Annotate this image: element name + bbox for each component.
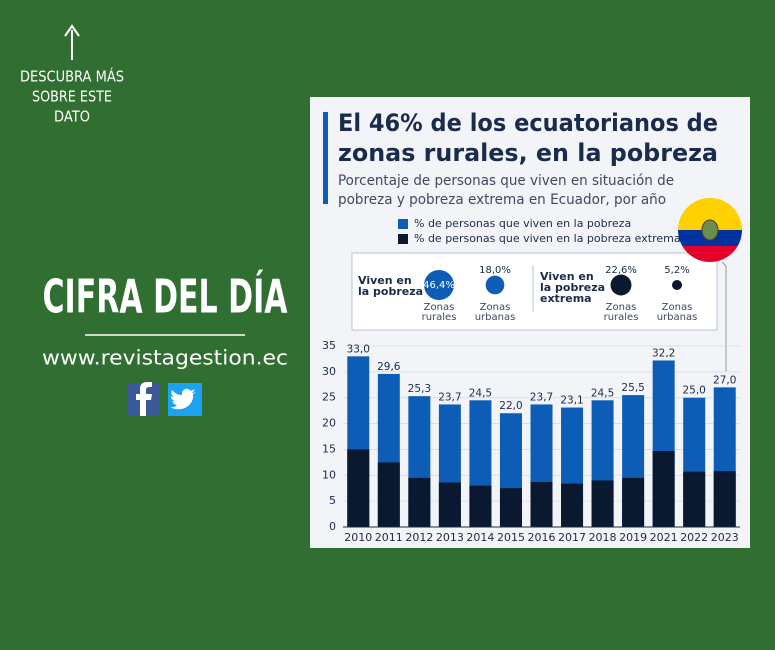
x-tick-label: 2017 xyxy=(558,531,586,544)
value-label: 24,5 xyxy=(591,387,614,399)
y-tick-label: 25 xyxy=(322,391,336,404)
y-tick-label: 5 xyxy=(329,494,336,507)
value-label: 23,7 xyxy=(530,391,553,403)
y-tick-label: 0 xyxy=(329,520,336,533)
value-label: 23,1 xyxy=(560,395,583,407)
cta-line: SOBRE ESTE xyxy=(32,88,112,106)
bar xyxy=(561,483,584,527)
bubble xyxy=(485,275,505,295)
y-tick-label: 20 xyxy=(322,417,336,430)
bar xyxy=(469,485,492,527)
x-tick-label: 2021 xyxy=(650,531,678,544)
legend-swatch xyxy=(398,219,408,229)
x-tick-label: 2014 xyxy=(466,531,494,544)
bubble-zone: Zonas xyxy=(480,302,511,313)
cta-line: DESCUBRA MÁS xyxy=(20,67,124,86)
legend-label: % de personas que viven en la pobreza ex… xyxy=(414,232,681,245)
x-tick-label: 2016 xyxy=(528,531,556,544)
bubble-value: 22,6% xyxy=(605,265,637,276)
bubble-group-label: la pobreza xyxy=(540,281,605,294)
legend-label: % de personas que viven en la pobreza xyxy=(414,217,631,230)
value-label: 23,7 xyxy=(438,391,461,403)
chart-title: El 46% de los ecuatorianos de xyxy=(338,109,718,137)
flag-emblem xyxy=(701,219,719,241)
x-tick-label: 2023 xyxy=(711,531,739,544)
y-tick-label: 15 xyxy=(322,442,336,455)
twitter-icon[interactable] xyxy=(168,383,202,416)
bubble-value: 18,0% xyxy=(479,265,511,276)
value-label: 22,0 xyxy=(499,400,522,412)
bar xyxy=(438,482,461,527)
value-label: 25,0 xyxy=(682,385,705,397)
bar xyxy=(530,482,553,527)
bubble-zone: rurales xyxy=(422,312,457,323)
value-label: 29,6 xyxy=(377,361,401,373)
bubble-group-label: Viven en xyxy=(358,274,412,287)
cta-line: DATO xyxy=(54,108,90,126)
bar xyxy=(499,488,522,527)
value-label: 25,5 xyxy=(621,382,644,394)
flag-connector xyxy=(721,261,727,372)
value-label: 32,2 xyxy=(652,347,675,359)
bubble xyxy=(424,270,454,300)
chart-subtitle: pobreza y pobreza extrema en Ecuador, po… xyxy=(338,192,666,208)
bubble-group-label: Viven en xyxy=(540,270,594,283)
bubble-zone: rurales xyxy=(604,312,639,323)
bubble-zone: Zonas xyxy=(662,302,693,313)
flag xyxy=(678,198,742,262)
bubble-zone: Zonas xyxy=(424,302,455,313)
bar xyxy=(377,462,400,527)
x-tick-label: 2013 xyxy=(436,531,464,544)
title-accent xyxy=(323,112,328,204)
value-label: 24,5 xyxy=(469,387,492,399)
x-tick-label: 2018 xyxy=(589,531,617,544)
bubble-zone: Zonas xyxy=(606,302,637,313)
chart-subtitle: Porcentaje de personas que viven en situ… xyxy=(338,173,674,189)
value-label: 25,3 xyxy=(408,383,431,395)
bubble-value: 46,4% xyxy=(423,280,455,291)
value-label: 33,0 xyxy=(347,343,370,355)
x-tick-label: 2015 xyxy=(497,531,525,544)
bubble-group-label: extrema xyxy=(540,292,592,305)
twitter-bird xyxy=(170,388,196,410)
arrow-head xyxy=(64,24,80,37)
x-tick-label: 2019 xyxy=(619,531,647,544)
facebook-f xyxy=(136,382,152,416)
website: www.revistagestion.ec xyxy=(42,346,288,370)
headline: CIFRA DEL DÍA xyxy=(43,270,288,324)
bubble-group-label: la pobreza xyxy=(358,285,423,298)
chart-title: zonas rurales, en la pobreza xyxy=(338,139,718,167)
x-tick-label: 2012 xyxy=(405,531,433,544)
bar xyxy=(622,477,645,527)
bar xyxy=(652,450,675,527)
facebook-icon[interactable] xyxy=(127,382,160,416)
legend-swatch xyxy=(398,234,408,244)
bar xyxy=(713,471,736,527)
x-tick-label: 2022 xyxy=(680,531,708,544)
y-tick-label: 35 xyxy=(322,339,336,352)
x-tick-label: 2010 xyxy=(344,531,372,544)
bubble-zone: urbanas xyxy=(657,312,698,323)
bar xyxy=(408,477,431,527)
bar xyxy=(683,471,706,527)
bubble-zone: urbanas xyxy=(475,312,516,323)
bubble xyxy=(671,279,683,291)
bubble-value: 5,2% xyxy=(664,265,689,276)
bar xyxy=(347,449,370,527)
x-tick-label: 2011 xyxy=(375,531,403,544)
bubble-legend-box xyxy=(351,252,718,331)
bar xyxy=(591,480,614,527)
y-tick-label: 10 xyxy=(322,468,336,481)
value-label: 27,0 xyxy=(713,374,736,386)
y-tick-label: 30 xyxy=(322,365,336,378)
bubble xyxy=(610,274,632,296)
